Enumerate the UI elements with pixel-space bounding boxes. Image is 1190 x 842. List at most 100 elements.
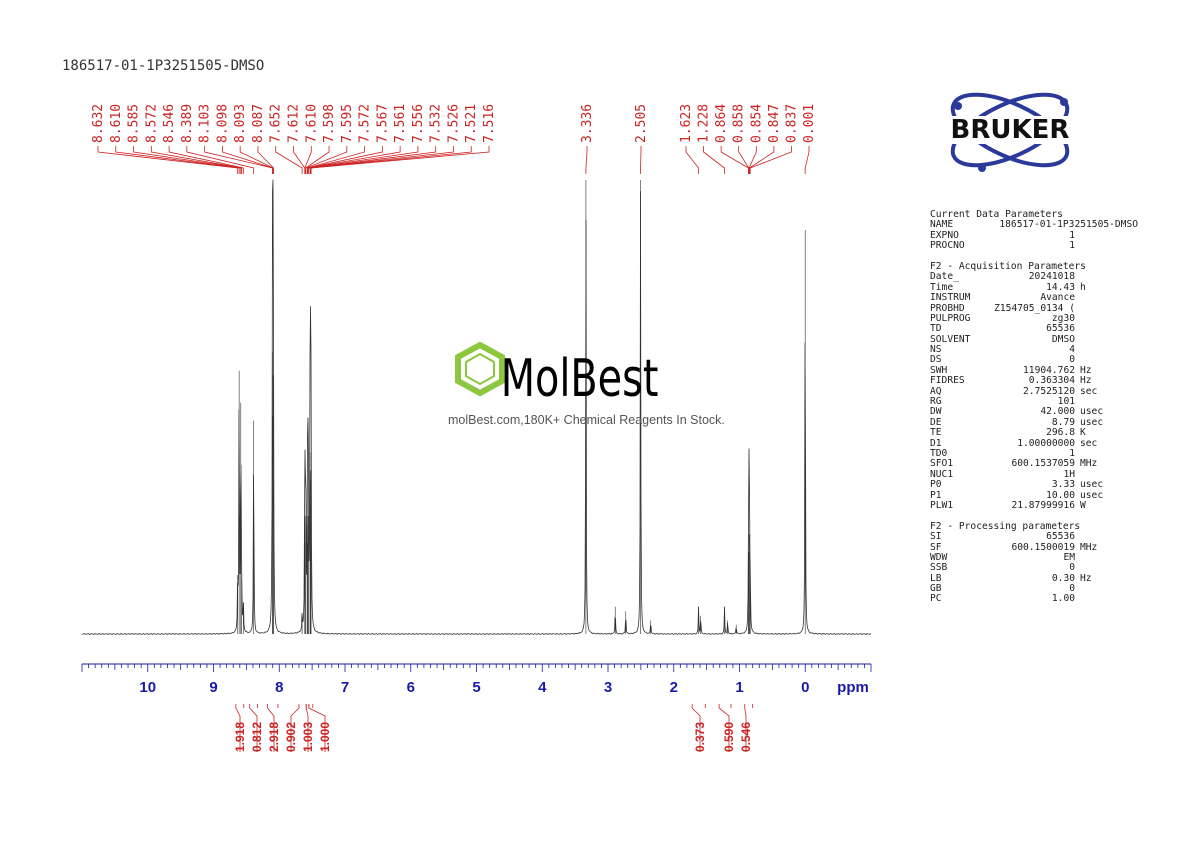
param-section-title: Current Data Parameters xyxy=(930,209,1063,220)
peak-label-leader xyxy=(804,146,810,174)
spectrum-trace xyxy=(81,179,872,635)
peak-label: 0.001 xyxy=(802,104,817,143)
peak-label-leader xyxy=(150,146,243,174)
x-tick-label: 2 xyxy=(670,679,678,696)
peak-label: 8.087 xyxy=(251,104,266,143)
param-value: 1H xyxy=(1063,468,1075,480)
integral-label: 1.918 xyxy=(233,722,247,752)
peak-label: 7.612 xyxy=(287,104,302,143)
param-row: TD0 1 xyxy=(930,447,1075,459)
param-value: 1 xyxy=(1069,240,1075,252)
peak-label-leader xyxy=(308,146,419,174)
param-row: SWH 11904.762 Hz xyxy=(930,365,1092,376)
param-key: NUC1 xyxy=(930,468,954,480)
param-value: 0.363304 xyxy=(1028,375,1075,387)
x-tick-label: 1 xyxy=(735,679,743,696)
param-value: DMSO xyxy=(1051,333,1075,345)
param-value: 600.1537059 xyxy=(1011,458,1075,470)
peak-label-leader xyxy=(310,146,454,174)
param-section-title: F2 - Acquisition Parameters xyxy=(930,260,1086,272)
watermark-tagline: molBest.com,180K+ Chemical Reagents In S… xyxy=(448,413,725,427)
integral-bracket xyxy=(691,704,706,752)
peak-label: 0.847 xyxy=(767,104,782,143)
peak-label: 7.516 xyxy=(482,104,497,143)
param-value: 42.000 xyxy=(1040,406,1075,418)
param-row: SI 65536 xyxy=(930,531,1075,542)
param-value: 8.79 xyxy=(1051,416,1075,428)
integral-bracket xyxy=(249,704,258,752)
peak-label: 3.336 xyxy=(580,104,595,143)
molbest-logo: MolBest xyxy=(455,341,658,409)
peak-label-leader xyxy=(293,146,306,174)
param-row: PROBHD Z154705_0134 ( xyxy=(930,302,1075,314)
param-key: TD0 xyxy=(930,447,948,459)
param-section: Current Data Parameters NAME 186517-01-1P3… xyxy=(930,209,1138,252)
param-key: PROBHD xyxy=(930,302,965,314)
peak-label: 7.598 xyxy=(322,104,337,143)
param-key: PULPROG xyxy=(930,312,971,324)
param-value: 10.00 xyxy=(1046,489,1075,501)
x-axis: 10 9 8 7 6 5 4 3 2 1 0 ppm xyxy=(81,663,872,696)
x-tick-label: 9 xyxy=(209,679,217,696)
param-row: SSB 0 xyxy=(930,562,1075,574)
x-tick-label: 3 xyxy=(604,679,612,696)
param-value: 1 xyxy=(1069,229,1075,241)
param-key: TD xyxy=(930,323,942,335)
param-key: PROCNO xyxy=(930,240,965,252)
peak-label-leader xyxy=(738,146,750,174)
peak-label-leader xyxy=(685,146,699,174)
param-key: AQ xyxy=(930,385,942,397)
peak-label-leader xyxy=(305,146,348,174)
peak-label: 8.546 xyxy=(162,104,177,143)
peak-label-leader xyxy=(307,146,401,174)
param-key: NS xyxy=(930,344,942,356)
param-unit: MHz xyxy=(1080,458,1098,470)
x-tick-label: 5 xyxy=(472,679,480,696)
integral-label: 0.590 xyxy=(722,722,736,752)
param-value: Avance xyxy=(1040,292,1075,304)
param-row: PROCNO 1 xyxy=(930,240,1075,252)
integral-label: 0.546 xyxy=(739,722,753,752)
param-key: PLW1 xyxy=(930,499,954,511)
param-value: 20241018 xyxy=(1028,271,1075,283)
param-unit: Hz xyxy=(1080,375,1092,387)
integral-bracket xyxy=(718,704,732,752)
param-key: GB xyxy=(930,583,942,595)
peak-label: 8.610 xyxy=(109,104,124,143)
param-row: NS 4 xyxy=(930,344,1075,356)
param-value: 1.00000000 xyxy=(1017,437,1075,449)
peak-label-leader xyxy=(168,146,244,174)
param-key: DW xyxy=(930,406,942,418)
benzene-icon xyxy=(455,341,505,397)
peak-label: 7.652 xyxy=(269,104,284,143)
integrals: 1.918 0.812 2.918 0.902 1.003 1.000 0.373 0.590… xyxy=(233,704,754,752)
param-key: SSB xyxy=(930,562,948,574)
peak-label: 2.505 xyxy=(634,104,649,143)
peak-label: 8.093 xyxy=(233,104,248,143)
param-value: 0 xyxy=(1069,583,1075,595)
peak-label-leader xyxy=(748,146,757,174)
param-value: 0.30 xyxy=(1051,572,1075,584)
peak-label: 8.103 xyxy=(198,104,213,143)
param-row: TD 65536 xyxy=(930,323,1075,335)
peak-label: 1.623 xyxy=(679,104,694,143)
peak-label: 1.228 xyxy=(697,104,712,143)
param-unit: Hz xyxy=(1080,572,1092,584)
peak-label-leader xyxy=(186,146,255,174)
param-row: PULPROG zg30 xyxy=(930,312,1075,324)
param-key: NAME xyxy=(930,219,954,231)
param-unit: usec xyxy=(1080,489,1104,501)
param-key: PC xyxy=(930,593,942,605)
param-value: Z154705_0134 ( xyxy=(994,302,1075,314)
param-key: FIDRES xyxy=(930,375,965,387)
param-unit: sec xyxy=(1080,437,1098,449)
param-row: SF 600.1500019 MHz xyxy=(930,542,1097,553)
peak-label: 7.526 xyxy=(446,104,461,143)
param-key: WDW xyxy=(930,551,948,563)
molbest-watermark: MolBest molBest.com,180K+ Chemical Reage… xyxy=(448,340,748,427)
param-row: P1 10.00 usec xyxy=(930,489,1103,501)
param-row: Date_ 20241018 xyxy=(930,271,1075,283)
peak-label-leader xyxy=(115,146,240,174)
param-value: 101 xyxy=(1057,396,1075,408)
param-key: Date_ xyxy=(930,271,959,283)
